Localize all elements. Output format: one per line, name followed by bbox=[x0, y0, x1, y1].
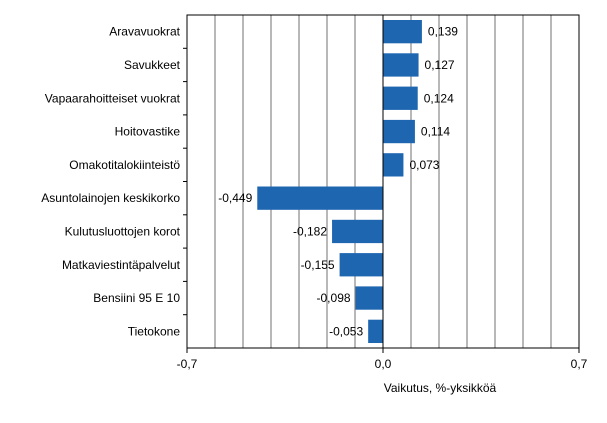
value-label: -0,182 bbox=[293, 224, 327, 238]
category-label: Tietokone bbox=[128, 324, 181, 338]
category-label: Kulutusluottojen korot bbox=[65, 224, 181, 238]
bar bbox=[383, 153, 404, 177]
x-tick-label: 0,7 bbox=[571, 357, 588, 371]
value-label: 0,127 bbox=[425, 58, 455, 72]
bar bbox=[383, 86, 418, 110]
bar bbox=[257, 186, 383, 210]
value-label: -0,155 bbox=[301, 258, 335, 272]
value-label: 0,139 bbox=[428, 25, 458, 39]
category-label: Aravavuokrat bbox=[109, 25, 180, 39]
category-label: Vapaarahoitteiset vuokrat bbox=[45, 91, 181, 105]
bars bbox=[257, 15, 422, 348]
x-tick-label: 0,0 bbox=[375, 357, 392, 371]
x-axis-title: Vaikutus, %-yksikköä bbox=[384, 381, 497, 395]
bar bbox=[383, 53, 419, 77]
x-tick-label: -0,7 bbox=[177, 357, 198, 371]
bar bbox=[383, 119, 415, 144]
category-label: Matkaviestintäpalvelut bbox=[62, 258, 181, 272]
bar bbox=[339, 253, 383, 277]
category-label: Omakotitalokiinteistö bbox=[69, 158, 180, 172]
bar bbox=[383, 19, 422, 44]
value-label: -0,053 bbox=[329, 324, 363, 338]
value-label: 0,114 bbox=[421, 125, 450, 139]
grid-lines bbox=[214, 15, 552, 348]
bar bbox=[368, 319, 383, 344]
value-label: -0,449 bbox=[218, 191, 252, 205]
bar bbox=[355, 286, 383, 310]
labels: -0,7 0,0 0,7 Aravavuokrat 0,139 Savukkeet 0,12… bbox=[41, 25, 587, 371]
value-label: 0,124 bbox=[424, 91, 454, 105]
bar bbox=[332, 219, 383, 244]
category-label: Savukkeet bbox=[124, 58, 181, 72]
value-label: 0,073 bbox=[409, 158, 439, 172]
category-label: Bensiini 95 E 10 bbox=[93, 291, 180, 305]
category-label: Hoitovastike bbox=[115, 125, 181, 139]
category-label: Asuntolainojen keskikorko bbox=[41, 191, 180, 205]
value-label: -0,098 bbox=[317, 291, 351, 305]
